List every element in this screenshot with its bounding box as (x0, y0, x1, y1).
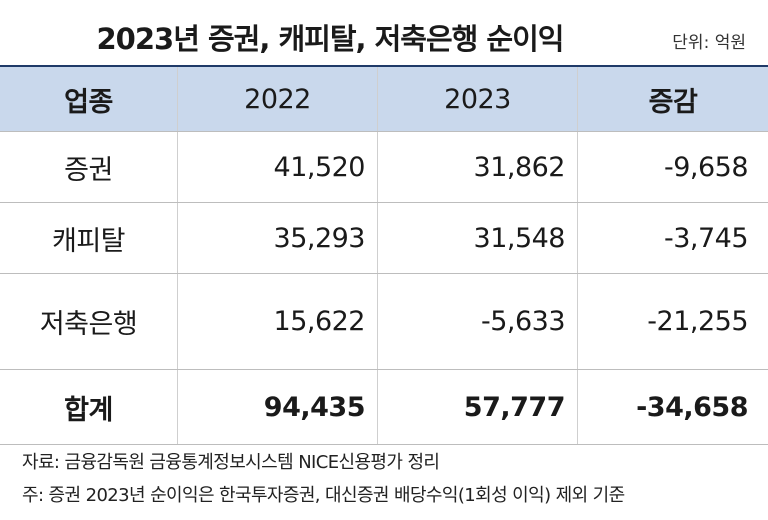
table-cell: -21,255 (647, 306, 748, 337)
table-cell: -9,658 (663, 151, 749, 183)
table-cell: 94,435 (178, 370, 378, 444)
column-header: 2022 (178, 67, 378, 131)
table-cell: 저축은행 (0, 274, 178, 369)
table-cell: 31,548 (378, 203, 578, 273)
column-header: 업종 (0, 67, 178, 131)
table-cell: 증권 (0, 132, 178, 202)
table-cell: 41,520 (178, 132, 378, 202)
column-header: 2023 (378, 67, 578, 131)
header-row: 업종 2022 2023 증감 (0, 67, 768, 132)
table-row: 증권 41,520 31,862 -9,658 (0, 132, 768, 203)
table-cell: 57,777 (378, 370, 578, 444)
table-row: 캐피탈 35,293 31,548 -3,745 (0, 203, 768, 274)
table-row: 합계 94,435 57,777 -34,658 (0, 370, 768, 445)
source-note: 자료: 금융감독원 금융통계정보시스템 NICE신용평가 정리 (22, 452, 440, 473)
table-cell: 캐피탈 (0, 203, 178, 273)
table-cell: -34,658 (636, 391, 748, 423)
table-row: 저축은행 15,622 -5,633 -21,255 (0, 274, 768, 370)
title: 2023년 증권, 캐피탈, 저축은행 순이익 (96, 22, 565, 56)
table-cell: 31,862 (378, 132, 578, 202)
table-cell: -3,745 (663, 222, 749, 254)
table-cell: -5,633 (378, 274, 578, 369)
table-cell: 35,293 (178, 203, 378, 273)
column-header: 증감 (648, 86, 698, 118)
table-cell: 합계 (0, 370, 178, 444)
unit: 단위: 억원 (672, 33, 746, 53)
footnote: 주: 증권 2023년 순이익은 한국투자증권, 대신증권 배당수익(1회성 이… (22, 485, 625, 506)
table-cell: 15,622 (178, 274, 378, 369)
